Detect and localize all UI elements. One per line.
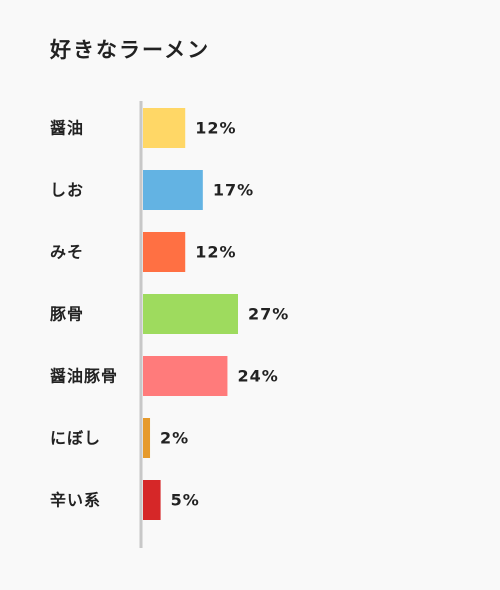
bar xyxy=(143,480,161,520)
value-label: 12% xyxy=(195,119,236,138)
bar xyxy=(143,418,151,458)
category-label: みそ xyxy=(50,243,84,262)
bar xyxy=(143,356,228,396)
category-label: 豚骨 xyxy=(50,305,84,324)
chart-title: 好きなラーメン xyxy=(50,38,211,62)
bar xyxy=(143,294,238,334)
value-label: 17% xyxy=(213,181,254,200)
category-label: にぼし xyxy=(50,429,101,448)
value-label: 24% xyxy=(237,367,278,386)
bar xyxy=(143,170,203,210)
bar xyxy=(143,232,186,272)
value-label: 12% xyxy=(195,243,236,262)
category-label: 醤油 xyxy=(50,119,84,138)
value-label: 5% xyxy=(171,491,200,510)
value-label: 27% xyxy=(248,305,289,324)
bar xyxy=(143,108,186,148)
value-label: 2% xyxy=(160,429,189,448)
category-label: しお xyxy=(50,181,84,200)
category-label: 辛い系 xyxy=(50,491,101,510)
bars-layer: 醤油 12% しお 17% みそ 12% 豚骨 27% 醤油豚骨 24% にぼし 2% 辛い系 5% xyxy=(50,108,289,520)
category-label: 醤油豚骨 xyxy=(50,367,118,386)
